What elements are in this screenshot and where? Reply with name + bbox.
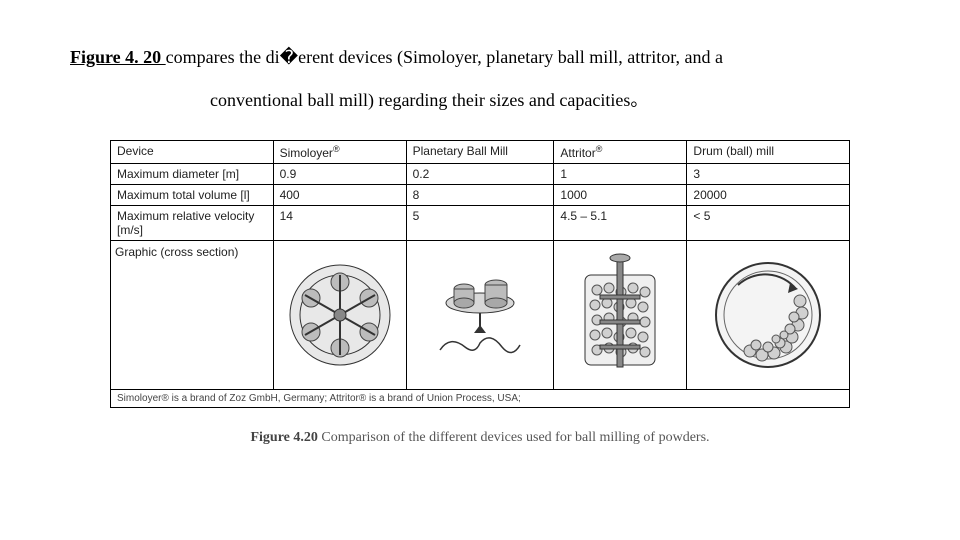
cell: 0.2	[406, 164, 554, 185]
cell: 20000	[687, 185, 850, 206]
table-row: Maximum diameter [m] 0.9 0.2 1 3	[111, 164, 850, 185]
header-attritor: Attritor®	[554, 141, 687, 164]
row-label: Maximum relative velocity [m/s]	[111, 206, 274, 241]
header-device: Device	[111, 141, 274, 164]
intro-paragraph: Figure 4. 20 compares the di�erent devic…	[70, 36, 890, 122]
intro-period: 。	[630, 90, 648, 110]
cell: 4.5 – 5.1	[554, 206, 687, 241]
table-row: Maximum relative velocity [m/s] 14 5 4.5…	[111, 206, 850, 241]
row-label: Maximum total volume [l]	[111, 185, 274, 206]
graphic-simoloyer	[273, 241, 406, 390]
row-label-graphic: Graphic (cross section)	[111, 241, 274, 390]
table-row-graphics: Graphic (cross section)	[111, 241, 850, 390]
intro-line1: compares the di�erent devices (Simoloyer…	[166, 47, 723, 67]
figure-link[interactable]: Figure 4. 20	[70, 47, 166, 67]
intro-line2: conventional ball mill) regarding their …	[210, 90, 630, 110]
cell: 14	[273, 206, 406, 241]
header-planetary: Planetary Ball Mill	[406, 141, 554, 164]
table-row: Maximum total volume [l] 400 8 1000 2000…	[111, 185, 850, 206]
cell: 0.9	[273, 164, 406, 185]
row-label: Maximum diameter [m]	[111, 164, 274, 185]
cell: 3	[687, 164, 850, 185]
table-footnote: Simoloyer® is a brand of Zoz GmbH, Germa…	[110, 390, 850, 408]
figure-caption: Figure 4.20 Comparison of the different …	[70, 430, 890, 446]
comparison-table: Device Simoloyer® Planetary Ball Mill At…	[110, 140, 850, 390]
header-drum: Drum (ball) mill	[687, 141, 850, 164]
header-simoloyer: Simoloyer®	[273, 141, 406, 164]
cell: < 5	[687, 206, 850, 241]
cell: 400	[273, 185, 406, 206]
cell: 1	[554, 164, 687, 185]
cell: 1000	[554, 185, 687, 206]
table-header-row: Device Simoloyer® Planetary Ball Mill At…	[111, 141, 850, 164]
graphic-planetary	[406, 241, 554, 390]
graphic-drum	[687, 241, 850, 390]
graphic-attritor	[554, 241, 687, 390]
cell: 5	[406, 206, 554, 241]
cell: 8	[406, 185, 554, 206]
